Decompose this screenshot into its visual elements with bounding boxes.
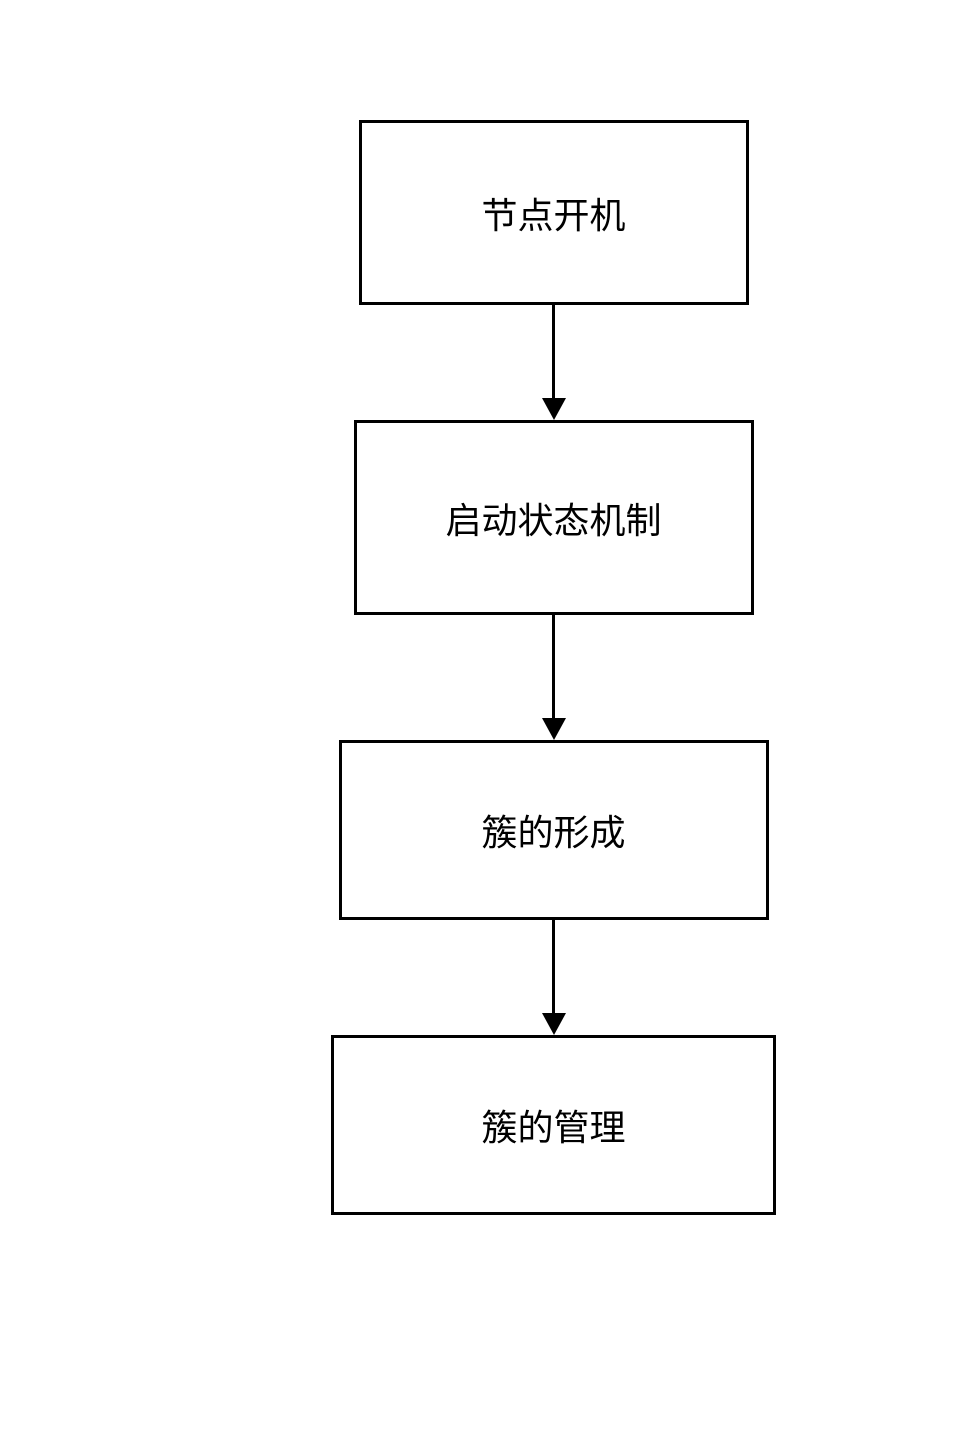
- flowchart-container: 节点开机 启动状态机制 簇的形成 簇的管理: [331, 120, 776, 1215]
- flowchart-arrow-3: [542, 920, 566, 1035]
- node-label: 簇的形成: [481, 804, 625, 856]
- flowchart-node-1: 节点开机: [359, 120, 749, 305]
- node-label: 启动状态机制: [445, 492, 661, 544]
- flowchart-node-2: 启动状态机制: [354, 420, 754, 615]
- flowchart-arrow-1: [542, 305, 566, 420]
- flowchart-arrow-2: [542, 615, 566, 740]
- flowchart-node-3: 簇的形成: [339, 740, 769, 920]
- flowchart-node-4: 簇的管理: [331, 1035, 776, 1215]
- node-label: 节点开机: [481, 187, 625, 239]
- node-label: 簇的管理: [481, 1099, 625, 1151]
